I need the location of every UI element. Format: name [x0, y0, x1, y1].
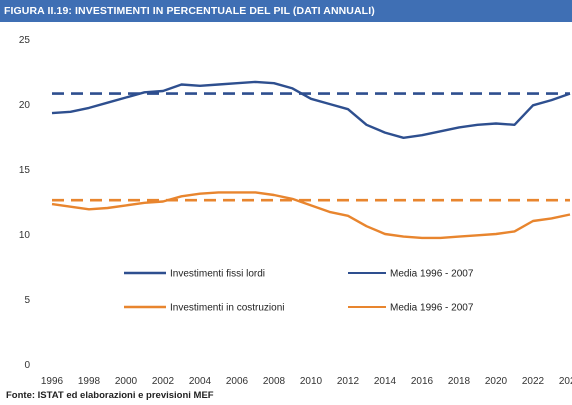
chart-legend: Investimenti fissi lordi Media 1996 - 200… [124, 269, 474, 314]
x-tick-label: 1998 [78, 376, 101, 387]
legend-label: Media 1996 - 2007 [390, 269, 474, 280]
y-tick-label: 20 [19, 100, 31, 111]
legend-label: Investimenti fissi lordi [170, 269, 265, 280]
y-tick-label: 10 [19, 230, 31, 241]
x-tick-label: 2012 [337, 376, 360, 387]
x-tick-label: 1996 [41, 376, 64, 387]
series-line-0 [51, 80, 571, 140]
x-axis-ticks: 1996 1998 2000 2002 2004 2006 2008 2010 2012 2014… [41, 376, 572, 387]
x-tick-label: 2002 [152, 376, 175, 387]
y-tick-label: 25 [19, 35, 31, 46]
y-tick-label: 5 [24, 295, 30, 306]
x-tick-label: 2004 [189, 376, 212, 387]
line-chart: 0 5 10 15 20 25 1996 1998 2000 2002 2004 2006 2008 2… [19, 35, 572, 387]
x-tick-label: 2024 [559, 376, 572, 387]
x-tick-label: 2000 [115, 376, 138, 387]
x-tick-label: 2018 [448, 376, 471, 387]
chart-title: FIGURA II.19: INVESTIMENTI IN PERCENTUAL… [0, 0, 572, 22]
y-tick-label: 0 [24, 360, 30, 371]
x-tick-label: 2010 [300, 376, 323, 387]
legend-label: Media 1996 - 2007 [390, 303, 474, 314]
x-tick-label: 2006 [226, 376, 249, 387]
x-tick-label: 2014 [374, 376, 397, 387]
x-tick-label: 2008 [263, 376, 286, 387]
source-note: Fonte: ISTAT ed elaborazioni e prevision… [6, 390, 214, 401]
y-tick-label: 15 [19, 165, 31, 176]
y-axis-ticks: 0 5 10 15 20 25 [19, 35, 31, 371]
legend-label: Investimenti in costruzioni [170, 303, 285, 314]
chart-series [51, 80, 571, 240]
x-tick-label: 2022 [522, 376, 545, 387]
x-tick-label: 2016 [411, 376, 434, 387]
x-tick-label: 2020 [485, 376, 508, 387]
series-line-2 [51, 191, 571, 240]
